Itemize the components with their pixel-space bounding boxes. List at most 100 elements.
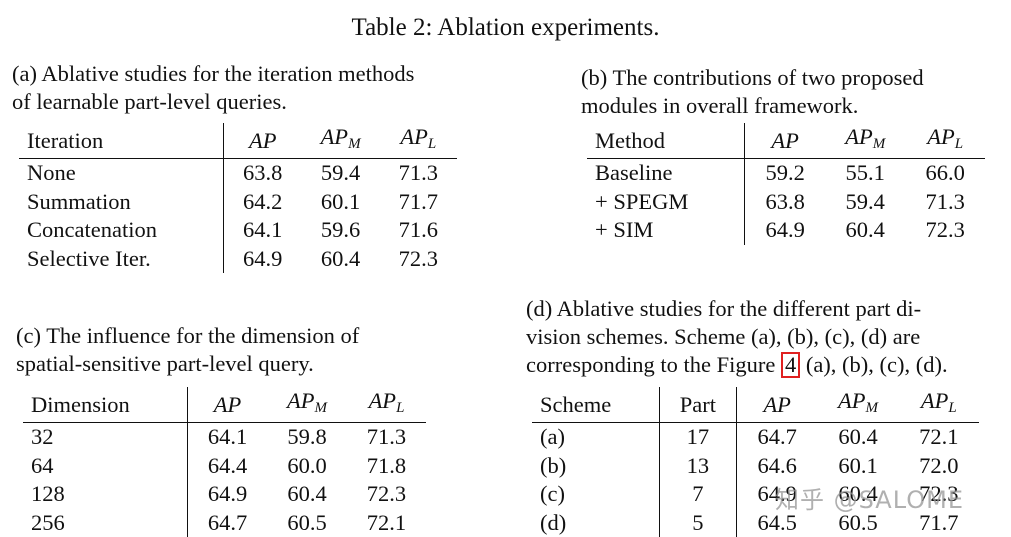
header-ap-m: APM [301, 123, 380, 159]
cell-ap-m: 60.4 [838, 481, 878, 507]
caption-d-line2: vision schemes. Scheme (a), (b), (c), (d… [526, 324, 921, 349]
cell-ap-l: 71.7 [919, 509, 959, 535]
header-ap-m-text: AP [838, 388, 866, 413]
figure-4-link[interactable]: 4 [780, 352, 801, 378]
cell-ap: 63.8 [765, 188, 805, 214]
cell-ap-l: 72.1 [366, 509, 407, 535]
cell-ap-m: 60.5 [287, 509, 327, 535]
cell-ap-l: 71.3 [398, 160, 439, 186]
table-c: Dimension AP APM APL 32 64.1 59.8 71.3 6… [23, 387, 426, 537]
cell-part: 13 [659, 451, 737, 480]
row-label: 32 [23, 422, 188, 452]
cell-ap-m: 60.4 [320, 245, 361, 271]
header-ap-l: APL [346, 387, 426, 423]
cell-ap-l: 71.6 [398, 217, 439, 243]
row-label: (a) [532, 422, 660, 452]
cell-ap-m: 60.4 [845, 217, 885, 243]
table-row: None 63.8 59.4 71.3 [19, 158, 457, 188]
header-scheme: Scheme [532, 387, 660, 423]
header-iteration: Iteration [19, 123, 224, 159]
table-row: + SPEGM 63.8 59.4 71.3 [587, 187, 985, 216]
header-ap-l-text: AP [368, 388, 397, 413]
caption-d-line1: (d) Ablative studies for the different p… [526, 296, 922, 321]
caption-c-line1: (c) The influence for the dimension of [16, 323, 360, 348]
table-row: + SIM 64.9 60.4 72.3 [587, 216, 985, 245]
cell-part: 7 [659, 480, 737, 509]
cell-ap-m: 60.4 [838, 424, 878, 450]
table-a-header-row: Iteration AP APM AP L [19, 123, 457, 159]
cell-ap-l: 72.3 [925, 217, 965, 243]
caption-d: (d) Ablative studies for the different p… [526, 295, 948, 379]
table-row: 32 64.1 59.8 71.3 [23, 422, 426, 452]
caption-d-line3: corresponding to the Figure 4 (a), (b), … [526, 351, 948, 379]
cell-ap-l: 72.3 [366, 481, 407, 507]
table-b-header-row: Method AP APM APL [587, 123, 985, 159]
cell-ap-l: 72.1 [919, 424, 959, 450]
header-ap-l-text: AP [927, 124, 955, 149]
header-ap-l-sub: L [954, 136, 964, 152]
cell-ap-m: 60.0 [287, 452, 327, 478]
header-ap-l-text: AP [920, 388, 949, 413]
cell-part: 5 [659, 508, 737, 537]
cell-ap: 64.7 [757, 424, 797, 450]
header-ap-m-sub: M [872, 136, 886, 152]
row-label: 64 [23, 451, 188, 480]
cell-ap-l: 72.3 [919, 481, 959, 507]
header-dimension: Dimension [23, 387, 188, 423]
header-ap-l-sub: L [427, 136, 437, 152]
cell-ap-l: 71.3 [925, 188, 965, 214]
row-label: (c) [532, 480, 660, 509]
cell-ap-l: 72.3 [398, 245, 439, 271]
cell-ap: 64.7 [207, 509, 248, 535]
header-ap-l: APL [898, 387, 979, 423]
header-ap-m-text: AP [320, 124, 349, 149]
table-d-header-row: Scheme Part AP APM APL [532, 387, 979, 423]
caption-a-line2: of learnable part-level queries. [12, 89, 287, 114]
header-ap-m-sub: M [865, 400, 879, 416]
row-label: 128 [23, 480, 188, 509]
table-row: 64 64.4 60.0 71.8 [23, 451, 426, 480]
cell-ap-m: 55.1 [845, 160, 885, 186]
cell-ap: 59.2 [765, 160, 805, 186]
row-label: (d) [532, 508, 660, 537]
header-ap: AP [736, 387, 818, 423]
caption-a: (a) Ablative studies for the iteration m… [12, 60, 414, 116]
header-ap: AP [187, 387, 268, 423]
cell-ap-m: 59.8 [287, 424, 327, 450]
cell-ap: 64.6 [757, 452, 797, 478]
row-label: + SIM [587, 216, 746, 245]
header-ap-l: APL [905, 123, 985, 159]
cell-ap: 64.2 [243, 188, 283, 214]
cell-ap: 64.9 [207, 481, 248, 507]
row-label: Baseline [587, 158, 746, 188]
header-ap-m-sub: M [314, 400, 328, 416]
table-row: (d) 5 64.5 60.5 71.7 [532, 508, 979, 537]
table-b: Method AP APM APL Baseline 59.2 55.1 66.… [587, 123, 985, 245]
caption-b: (b) The contributions of two proposed mo… [581, 64, 924, 120]
table-row: 256 64.7 60.5 72.1 [23, 508, 426, 537]
header-ap-m-sub: M [348, 136, 361, 152]
row-label: Concatenation [19, 216, 224, 245]
table-c-header-row: Dimension AP APM APL [23, 387, 426, 423]
table-row: (a) 17 64.7 60.4 72.1 [532, 422, 979, 452]
cell-ap-l: 71.3 [366, 424, 407, 450]
header-ap-l-sub: L [396, 400, 405, 416]
header-ap: AP [223, 123, 302, 159]
cell-ap-m: 60.1 [838, 452, 878, 478]
cell-ap-m: 60.4 [287, 481, 327, 507]
cell-ap-l: 72.0 [919, 452, 959, 478]
cell-ap: 64.9 [243, 245, 283, 271]
header-ap-m-text: AP [287, 388, 315, 413]
table-a: Iteration AP APM AP L None 63.8 59.4 71.3… [19, 123, 457, 273]
table-row: Summation 64.2 60.1 71.7 [19, 187, 457, 216]
caption-c: (c) The influence for the dimension of s… [16, 322, 359, 378]
cell-ap: 64.9 [757, 481, 797, 507]
cell-ap-l: 71.7 [398, 188, 439, 214]
header-part: Part [659, 387, 737, 423]
row-label: + SPEGM [587, 187, 746, 216]
cell-ap-l: 71.8 [366, 452, 407, 478]
header-ap-m-text: AP [845, 124, 873, 149]
row-label: (b) [532, 451, 660, 480]
header-method: Method [587, 123, 746, 159]
header-ap-text: AP [763, 391, 791, 417]
